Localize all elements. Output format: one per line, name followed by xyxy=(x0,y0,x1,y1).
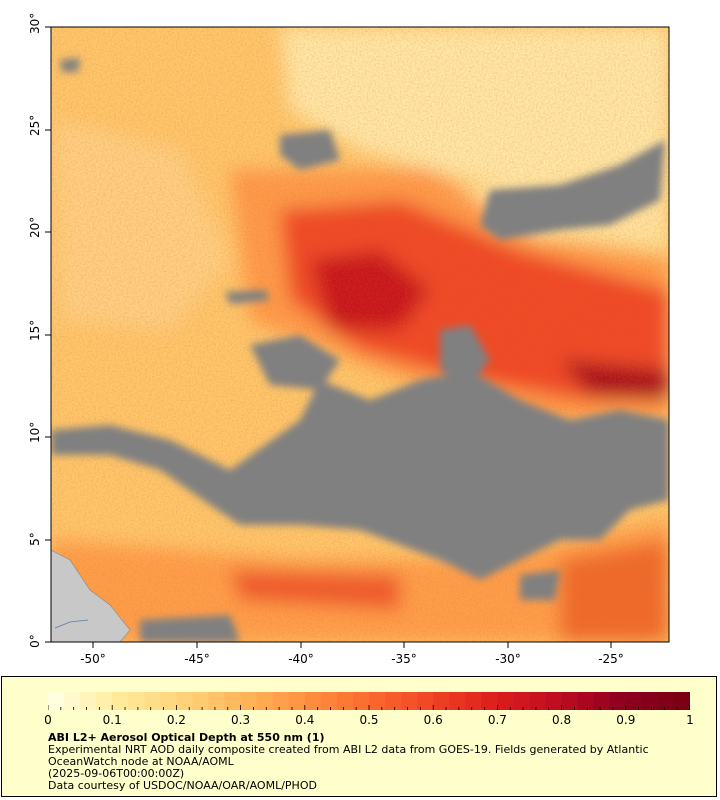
colorbar-block xyxy=(641,692,659,710)
colorbar-block xyxy=(352,692,370,710)
legend-panel: 0 0.1 0.2 0.3 0.4 0.5 0.6 0.7 0.8 0.9 1 ABI L2+ Ae… xyxy=(1,676,717,797)
colorbar-block xyxy=(192,692,210,710)
colorbar-block xyxy=(240,692,258,710)
colorbar-block xyxy=(112,692,129,710)
colorbar-block xyxy=(256,692,274,710)
colorbar xyxy=(48,692,690,710)
no-data-patch-5 xyxy=(520,570,560,600)
lon-label-30: -30° xyxy=(495,652,521,666)
lat-label-30: 30° xyxy=(28,12,42,34)
caption-line-1: Experimental NRT AOD daily composite cre… xyxy=(48,743,649,756)
no-data-patch-3 xyxy=(480,140,665,240)
caption-title: ABI L2+ Aerosol Optical Depth at 550 nm … xyxy=(48,731,325,744)
colorbar-block xyxy=(561,692,579,710)
colorbar-block xyxy=(224,692,242,710)
colorbar-block xyxy=(401,692,418,710)
colorbar-label: 0 xyxy=(44,713,52,727)
colorbar-block xyxy=(465,692,482,710)
colorbar-block xyxy=(80,692,97,710)
no-data-patch-1 xyxy=(440,325,490,385)
map-frame: 30° 25° 20° 15° 10° 5° 0° -50° -45° -40°… xyxy=(28,12,670,666)
colorbar-block xyxy=(128,692,145,710)
no-data-patch-2 xyxy=(280,130,340,170)
caption-line-2: OceanWatch node at NOAA/AOML xyxy=(48,755,234,768)
colorbar-label: 1 xyxy=(686,713,694,727)
lat-label-15: 15° xyxy=(28,319,42,341)
land-south-america xyxy=(51,549,131,642)
colorbar-block xyxy=(481,692,498,710)
colorbar-block xyxy=(385,692,402,710)
caption-line-4: Data courtesy of USDOC/NOAA/OAR/AOML/PHO… xyxy=(48,779,317,792)
no-data-patch-6 xyxy=(60,58,80,72)
colorbar-block xyxy=(513,692,531,710)
colorbar-block xyxy=(657,692,675,710)
colorbar-block xyxy=(673,692,690,710)
no-data-center xyxy=(250,335,340,390)
caption-line-3: (2025-09-06T00:00:00Z) xyxy=(48,767,185,780)
caption: ABI L2+ Aerosol Optical Depth at 550 nm … xyxy=(48,732,708,792)
colorbar-block xyxy=(577,692,595,710)
colorbar-block xyxy=(433,692,450,710)
colorbar-block xyxy=(160,692,177,710)
colorbar-block xyxy=(320,692,338,710)
colorbar-block xyxy=(529,692,547,710)
colorbar-label: 0.5 xyxy=(359,713,379,727)
no-data-itcz xyxy=(51,370,669,580)
colorbar-block xyxy=(369,692,386,710)
colorbar-block xyxy=(625,692,643,710)
no-data-patch-7 xyxy=(140,615,240,642)
colorbar-label: 0.1 xyxy=(102,713,122,727)
colorbar-block xyxy=(64,692,81,710)
colorbar-block xyxy=(208,692,226,710)
tick-marks xyxy=(45,26,612,648)
colorbar-block xyxy=(176,692,194,710)
lat-label-0: 0° xyxy=(28,634,42,648)
colorbar-label: 0.2 xyxy=(166,713,186,727)
lon-label-35: -35° xyxy=(391,652,417,666)
colorbar-label: 0.6 xyxy=(423,713,443,727)
colorbar-block xyxy=(593,692,611,710)
lon-label-40: -40° xyxy=(288,652,314,666)
no-data-patch-4 xyxy=(225,290,270,304)
lat-label-10: 10° xyxy=(28,421,42,443)
lat-label-25: 25° xyxy=(28,114,42,136)
colorbar-block xyxy=(497,692,515,710)
lat-label-20: 20° xyxy=(28,216,42,238)
colorbar-label: 0.3 xyxy=(231,713,251,727)
colorbar-block xyxy=(545,692,563,710)
colorbar-label: 0.4 xyxy=(295,713,315,727)
lon-label-50: -50° xyxy=(80,652,106,666)
lat-label-5: 5° xyxy=(28,532,42,546)
colorbar-label: 0.9 xyxy=(616,713,636,727)
colorbar-block xyxy=(272,692,290,710)
colorbar-block xyxy=(449,692,466,710)
colorbar-label: 0.7 xyxy=(487,713,507,727)
colorbar-block xyxy=(96,692,113,710)
colorbar-block xyxy=(304,692,322,710)
colorbar-block xyxy=(288,692,306,710)
aod-map xyxy=(45,26,670,648)
aod-texture xyxy=(51,27,669,642)
colorbar-block xyxy=(609,692,627,710)
colorbar-block xyxy=(417,692,434,710)
colorbar-block xyxy=(48,692,65,710)
lon-label-25: -25° xyxy=(598,652,624,666)
lon-label-45: -45° xyxy=(184,652,210,666)
colorbar-block xyxy=(336,692,354,710)
river xyxy=(54,619,89,629)
colorbar-block xyxy=(144,692,161,710)
colorbar-label: 0.8 xyxy=(552,713,572,727)
